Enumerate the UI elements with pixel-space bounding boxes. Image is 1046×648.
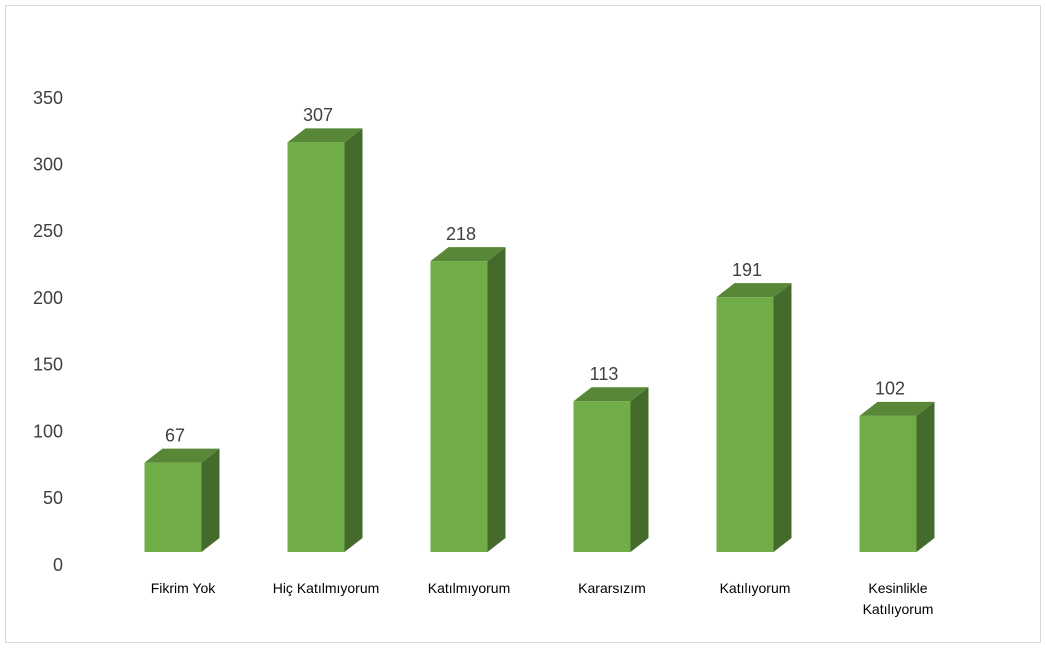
data-label: 102 bbox=[875, 379, 905, 399]
bar-side bbox=[630, 387, 649, 552]
x-tick-label: Fikrim Yok bbox=[150, 580, 216, 596]
bar-top bbox=[859, 401, 935, 416]
bar-side bbox=[773, 283, 792, 552]
data-label: 67 bbox=[165, 425, 185, 445]
bar-top bbox=[287, 128, 363, 143]
bar-top bbox=[430, 247, 506, 262]
y-tick-label: 100 bbox=[33, 421, 63, 441]
bar bbox=[859, 415, 917, 552]
y-tick-label: 350 bbox=[33, 88, 63, 108]
bar-side bbox=[344, 128, 363, 553]
y-tick-label: 50 bbox=[43, 488, 63, 508]
data-label: 307 bbox=[303, 105, 333, 125]
bar bbox=[430, 261, 488, 552]
bar-side bbox=[487, 247, 506, 552]
bar-top bbox=[573, 387, 649, 402]
y-tick-label: 150 bbox=[33, 355, 63, 375]
bar-side bbox=[201, 448, 220, 552]
bar-top bbox=[716, 283, 792, 298]
y-tick-label: 0 bbox=[53, 555, 63, 575]
data-label: 113 bbox=[590, 364, 619, 384]
data-label: 218 bbox=[446, 224, 476, 244]
bar bbox=[144, 462, 202, 552]
x-tick-label: Hiç Katılmıyorum bbox=[272, 580, 380, 596]
y-tick-label: 200 bbox=[33, 288, 63, 308]
data-label: 191 bbox=[732, 260, 762, 280]
bar bbox=[716, 297, 774, 552]
y-tick-label: 300 bbox=[33, 154, 63, 174]
x-tick-label: Katılmıyorum bbox=[427, 580, 511, 596]
bar bbox=[573, 401, 631, 552]
frame bbox=[5, 5, 1041, 643]
x-tick-label: Kesinlikle Katılıyorum bbox=[862, 580, 934, 617]
y-tick-label: 250 bbox=[33, 221, 63, 241]
bar-side bbox=[916, 401, 935, 552]
x-tick-label: Kararsızım bbox=[578, 580, 646, 596]
bar-top bbox=[144, 448, 220, 463]
x-tick-label: Katılıyorum bbox=[719, 580, 791, 596]
bar bbox=[287, 142, 345, 553]
